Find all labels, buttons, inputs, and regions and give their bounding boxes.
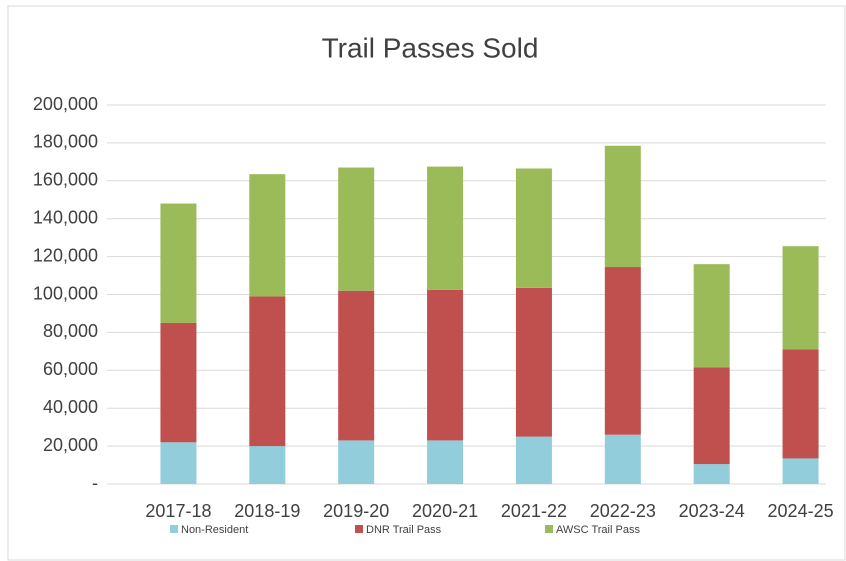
bar-segment bbox=[338, 167, 375, 291]
bar-segment bbox=[782, 246, 819, 350]
bar-segment bbox=[160, 442, 197, 484]
bar-segment bbox=[515, 436, 552, 484]
x-tick-label: 2017-18 bbox=[145, 501, 211, 521]
y-tick-label: 60,000 bbox=[43, 359, 98, 379]
bar-segment bbox=[249, 296, 286, 447]
bar-segment bbox=[160, 203, 197, 323]
legend-swatch bbox=[170, 525, 178, 533]
bar-segment bbox=[604, 267, 641, 435]
y-tick-label: 100,000 bbox=[33, 283, 98, 303]
chart-title: Trail Passes Sold bbox=[322, 32, 539, 63]
legend-label: Non-Resident bbox=[181, 524, 248, 536]
bar-segment bbox=[604, 145, 641, 268]
y-tick-label: 40,000 bbox=[43, 397, 98, 417]
bar-segment bbox=[515, 287, 552, 437]
bar-segment bbox=[782, 349, 819, 459]
y-tick-label: - bbox=[92, 473, 98, 493]
y-tick-label: 20,000 bbox=[43, 435, 98, 455]
y-tick-label: 200,000 bbox=[33, 94, 98, 114]
x-tick-label: 2019-20 bbox=[323, 501, 389, 521]
x-tick-label: 2021-22 bbox=[501, 501, 567, 521]
y-tick-label: 180,000 bbox=[33, 132, 98, 152]
x-tick-label: 2020-21 bbox=[412, 501, 478, 521]
y-tick-label: 120,000 bbox=[33, 245, 98, 265]
bar-segment bbox=[427, 440, 464, 484]
bar-segment bbox=[249, 446, 286, 484]
x-tick-label: 2024-25 bbox=[768, 501, 834, 521]
legend-swatch bbox=[545, 525, 553, 533]
bar-segment bbox=[693, 464, 730, 484]
bar-segment bbox=[693, 367, 730, 465]
bar-segment bbox=[693, 264, 730, 368]
bar-segment bbox=[604, 434, 641, 484]
bar-segment bbox=[338, 290, 375, 441]
legend-label: AWSC Trail Pass bbox=[556, 524, 640, 536]
bar-segment bbox=[782, 458, 819, 484]
bar-segment bbox=[515, 168, 552, 288]
bar-segment bbox=[338, 440, 375, 484]
x-tick-label: 2018-19 bbox=[234, 501, 300, 521]
bar-segment bbox=[427, 289, 464, 441]
x-tick-label: 2023-24 bbox=[679, 501, 745, 521]
y-tick-label: 140,000 bbox=[33, 207, 98, 227]
bar-segment bbox=[427, 166, 464, 290]
bar-segment bbox=[249, 174, 286, 297]
y-tick-label: 160,000 bbox=[33, 170, 98, 190]
y-tick-label: 80,000 bbox=[43, 321, 98, 341]
legend-swatch bbox=[355, 525, 363, 533]
bar-segment bbox=[160, 322, 197, 443]
legend-label: DNR Trail Pass bbox=[366, 524, 442, 536]
x-tick-label: 2022-23 bbox=[590, 501, 656, 521]
